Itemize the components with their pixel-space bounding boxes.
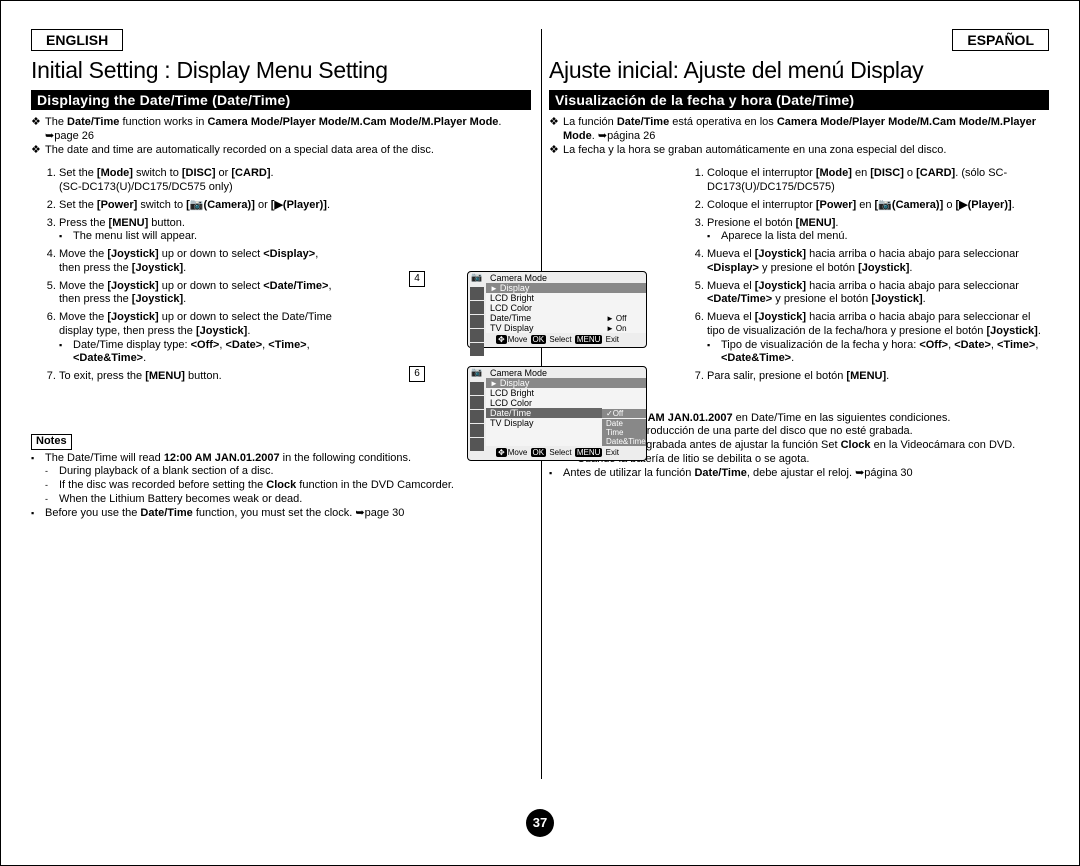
title-es: Ajuste inicial: Ajuste del menú Display (549, 51, 1049, 88)
steps-en: Set the [Mode] switch to [DISC] or [CARD… (31, 167, 341, 384)
manual-page: ENGLISH Initial Setting : Display Menu S… (0, 0, 1080, 866)
notes-en-label: Notes (31, 434, 72, 450)
step-callout-6: 6 (409, 366, 425, 382)
subhead-es: Visualización de la fecha y hora (Date/T… (549, 90, 1049, 110)
intro-es: La función Date/Time está operativa en l… (549, 116, 1049, 157)
lang-en-label: ENGLISH (31, 29, 123, 51)
subhead-en: Displaying the Date/Time (Date/Time) (31, 90, 531, 110)
steps-es: Coloque el interruptor [Mode] en [DISC] … (679, 167, 1049, 384)
lcd-screen-6: 📷Camera Mode ►Display LCD Bright LCD Col… (467, 366, 647, 461)
step-callout-4: 4 (409, 271, 425, 287)
intro-en: The Date/Time function works in Camera M… (31, 116, 531, 157)
title-en: Initial Setting : Display Menu Setting (31, 51, 531, 88)
lang-es-label: ESPAÑOL (952, 29, 1049, 51)
lcd-screenshots: 4 📷Camera Mode ►Display LCD Bright LCD C… (431, 271, 651, 479)
lcd-screen-4: 📷Camera Mode ►Display LCD Bright LCD Col… (467, 271, 647, 348)
page-number: 37 (526, 809, 554, 837)
